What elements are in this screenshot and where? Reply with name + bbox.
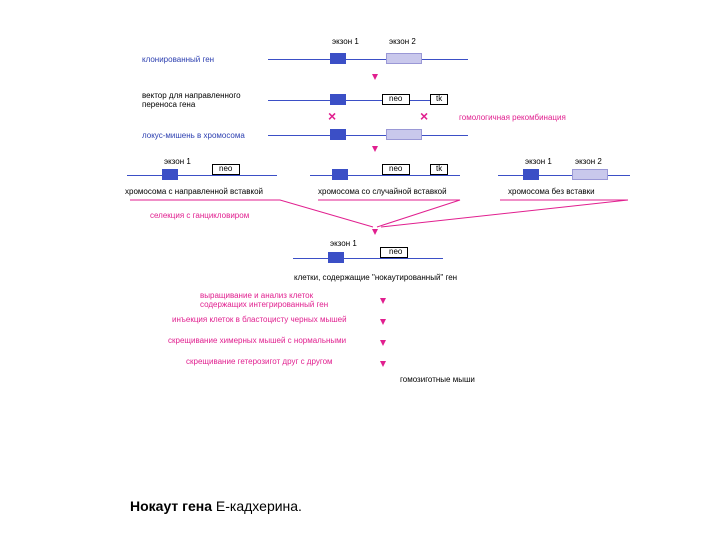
funnel-mid bbox=[318, 200, 460, 227]
funnel-left bbox=[130, 200, 373, 227]
caption-bold: Нокаут гена bbox=[130, 498, 212, 514]
caption-rest: Е-кадхерина. bbox=[212, 498, 302, 514]
caption: Нокаут гена Е-кадхерина. bbox=[130, 498, 302, 514]
funnel-svg bbox=[0, 0, 720, 540]
diagram-canvas: экзон 1экзон 2клонированный генвектор дл… bbox=[0, 0, 720, 540]
